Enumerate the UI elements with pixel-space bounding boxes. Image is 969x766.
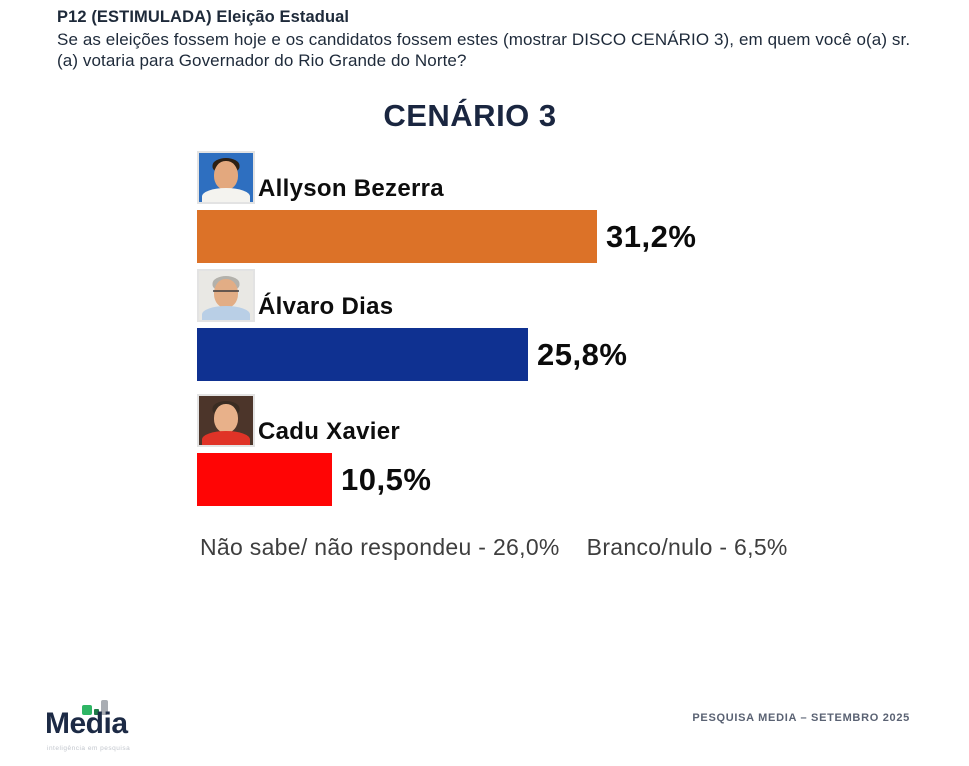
result-value: 31,2% (606, 218, 697, 254)
bar-chart-logo-icon (82, 700, 108, 715)
candidate-header: Cadu Xavier (197, 394, 969, 447)
candidate-rows: Allyson Bezerra 31,2% Álvaro Dias 25,8% (197, 0, 969, 766)
candidate-header: Allyson Bezerra (197, 151, 969, 204)
avatar-shirt (202, 306, 250, 320)
logo-green-block (82, 705, 92, 715)
result-bar (197, 328, 528, 381)
bar-line: 25,8% (197, 328, 969, 381)
source-label: PESQUISA MEDIA – SETEMBRO 2025 (692, 712, 910, 724)
candidate-header: Álvaro Dias (197, 269, 969, 322)
question-text: Se as eleições fossem hoje e os candidat… (57, 30, 911, 71)
bar-line: 10,5% (197, 453, 969, 506)
result-bar (197, 210, 597, 263)
candidate-name: Allyson Bezerra (258, 175, 444, 202)
candidate-row: Allyson Bezerra 31,2% (197, 151, 969, 263)
avatar-face (214, 404, 238, 433)
media-logo: Media inteligência em pesquisa (45, 698, 175, 758)
avatar-glasses (213, 290, 239, 296)
media-logo-tagline: inteligência em pesquisa (47, 745, 131, 752)
candidate-name: Álvaro Dias (258, 293, 394, 320)
bar-line: 31,2% (197, 210, 969, 263)
logo-gray-block (101, 700, 108, 715)
avatar-shirt (202, 188, 250, 202)
note-blank-null: Branco/nulo - 6,5% (586, 534, 788, 560)
footer-notes: Não sabe/ não respondeu - 26,0% Branco/nu… (200, 534, 788, 561)
result-value: 25,8% (537, 336, 628, 372)
candidate-row: Cadu Xavier 10,5% (197, 394, 969, 506)
note-no-answer: Não sabe/ não respondeu - 26,0% (200, 534, 560, 560)
candidate-row: Álvaro Dias 25,8% (197, 269, 969, 381)
avatar-face (214, 279, 238, 308)
result-bar (197, 453, 332, 506)
candidate-name: Cadu Xavier (258, 418, 401, 445)
avatar-face (214, 161, 238, 190)
media-logo-text: Media (45, 707, 128, 740)
question-header: P12 (ESTIMULADA) Eleição Estadual Se as … (57, 8, 931, 72)
result-value: 10,5% (341, 461, 432, 497)
question-code: P12 (ESTIMULADA) Eleição Estadual (57, 8, 350, 26)
avatar-shirt (202, 431, 250, 445)
candidate-photo (197, 151, 255, 204)
candidate-photo (197, 269, 255, 322)
candidate-photo (197, 394, 255, 447)
chart-title: CENÁRIO 3 (383, 98, 557, 133)
logo-dark-green-block (94, 709, 99, 715)
